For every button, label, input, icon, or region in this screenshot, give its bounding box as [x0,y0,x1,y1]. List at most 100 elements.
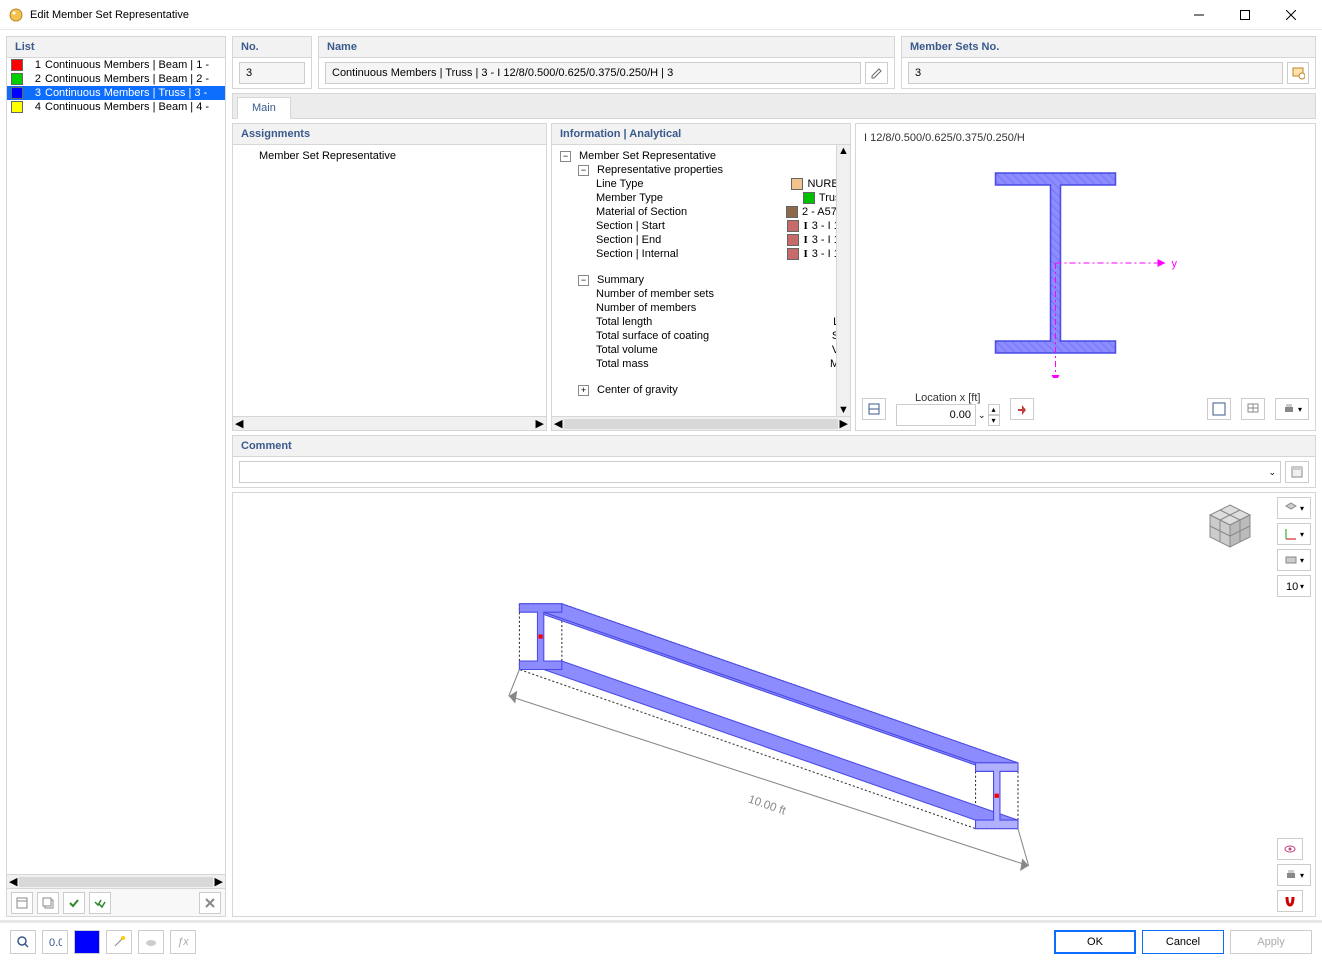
info-panel: Information | Analytical −Member Set Rep… [551,123,851,431]
search-button[interactable] [10,930,36,954]
section-print-button[interactable]: ▾ [1275,398,1309,420]
scroll-right-icon[interactable]: ▶ [215,875,223,888]
comment-combo[interactable]: ⌄ [239,461,1281,483]
tree-row[interactable]: Total volumeVΣ [556,343,846,357]
viewer-eye-button[interactable] [1277,838,1303,860]
list-copy-button[interactable] [37,892,59,914]
tree-row[interactable]: Section | StartI3 - I 12 [556,219,846,233]
list-item-number: 1 [27,59,41,71]
tree-row[interactable]: Number of members [556,301,846,315]
list-new-button[interactable] [11,892,33,914]
assignments-root[interactable]: Member Set Representative [237,149,542,163]
location-label: Location x [ft] [896,392,1000,404]
name-field-group: Name [318,36,895,89]
units-button[interactable]: 0.00 [42,930,68,954]
comment-library-button[interactable] [1285,461,1309,483]
list-item-label: Continuous Members | Beam | 2 - [45,73,209,85]
assignments-scrollbar[interactable]: ◀▶ [233,416,546,430]
tree-row[interactable]: Total lengthLΣ [556,315,846,329]
tree-row[interactable]: Total surface of coatingSΣ [556,329,846,343]
viewer-render-button[interactable]: ▾ [1277,549,1311,571]
list-body: 1 Continuous Members | Beam | 1 - 2 Cont… [7,58,225,874]
tree-row[interactable]: −Summary [556,273,846,287]
section-label: I 12/8/0.500/0.625/0.375/0.250/H [864,132,1307,144]
tree-row[interactable]: Line TypeNURBS [556,177,846,191]
color-swatch [11,73,23,85]
location-stepper[interactable]: ▴▾ [988,404,1000,426]
name-edit-button[interactable] [865,62,888,84]
collapse-icon[interactable]: − [578,275,589,286]
minimize-button[interactable] [1176,0,1222,30]
scroll-left-icon[interactable]: ◀ [9,875,17,888]
list-item-label: Continuous Members | Beam | 1 - [45,59,209,71]
member-sets-pick-button[interactable] [1287,62,1310,84]
apply-button[interactable]: Apply [1230,930,1312,954]
list-item[interactable]: 2 Continuous Members | Beam | 2 - [7,72,225,86]
tree-row[interactable]: −Representative properties [556,163,846,177]
member-sets-label: Member Sets No. [902,37,1315,58]
viewer-display-button[interactable]: ▾ [1277,497,1311,519]
assignments-header: Assignments [233,124,546,145]
list-item-number: 2 [27,73,41,85]
tree-row[interactable]: −Member Set Representative [556,149,846,163]
svg-text:y: y [1172,258,1178,270]
viewer-print-button[interactable]: ▾ [1277,864,1311,886]
list-h-scrollbar[interactable]: ◀ ▶ [7,874,225,888]
viewer-3d[interactable]: 10.00 ft ▾ ▾ ▾ 10▾ [232,492,1316,917]
info-header: Information | Analytical [552,124,850,145]
list-toolbar [7,888,225,916]
comment-header: Comment [233,436,1315,457]
info-scrollbar[interactable]: ◀▶ [552,416,850,430]
tree-row[interactable]: Section | InternalI3 - I 12 [556,247,846,261]
location-dropdown[interactable]: ⌄ [978,410,986,421]
tab-main[interactable]: Main [237,97,291,119]
color-button[interactable] [74,930,100,954]
member-sets-field-group: Member Sets No. [901,36,1316,89]
viewer-scale-button[interactable]: 10▾ [1277,575,1311,597]
section-apply-button[interactable] [1010,398,1034,420]
viewer-axes-button[interactable]: ▾ [1277,523,1311,545]
wizard-button[interactable] [106,930,132,954]
no-input[interactable] [239,62,305,84]
tree-row[interactable]: Member TypeTruss [556,191,846,205]
collapse-icon[interactable]: − [578,165,589,176]
close-button[interactable] [1268,0,1314,30]
maximize-button[interactable] [1222,0,1268,30]
orientation-cube[interactable] [1205,501,1255,551]
list-check-all-button[interactable] [89,892,111,914]
section-left-tool[interactable] [862,398,886,420]
tree-row[interactable]: Material of Section2 - A572, [556,205,846,219]
titlebar: Edit Member Set Representative [0,0,1322,30]
tree-row[interactable]: +Center of gravity [556,383,846,397]
list-item[interactable]: 3 Continuous Members | Truss | 3 - [7,86,225,100]
location-input[interactable] [896,404,976,426]
scroll-thumb[interactable] [19,877,212,887]
list-check-button[interactable] [63,892,85,914]
name-label: Name [319,37,894,58]
list-delete-button[interactable] [199,892,221,914]
color-swatch [11,87,23,99]
section-view-button[interactable] [1207,398,1231,420]
fx-button[interactable]: ƒx [170,930,196,954]
list-item[interactable]: 4 Continuous Members | Beam | 4 - [7,100,225,114]
tree-row[interactable]: Number of member sets [556,287,846,301]
collapse-icon[interactable]: − [560,151,571,162]
section-preview-panel: I 12/8/0.500/0.625/0.375/0.250/H y z Loc… [855,123,1316,431]
ok-button[interactable]: OK [1054,930,1136,954]
section-grid-button[interactable] [1241,398,1265,420]
comment-panel: Comment ⌄ [232,435,1316,488]
bottom-toolbar: 0.00 ƒx OK Cancel Apply [0,920,1322,960]
expand-icon[interactable]: + [578,385,589,396]
tree-row[interactable]: Total massMΣ [556,357,846,371]
viewer-magnet-button[interactable] [1277,890,1303,912]
tree-row[interactable]: Section | EndI3 - I 12 [556,233,846,247]
cancel-button[interactable]: Cancel [1142,930,1224,954]
name-input[interactable] [325,62,861,84]
list-item[interactable]: 1 Continuous Members | Beam | 1 - [7,58,225,72]
assignments-panel: Assignments Member Set Representative ◀▶ [232,123,547,431]
info-v-scrollbar[interactable]: ▲▼ [836,145,850,416]
cloud-button[interactable] [138,930,164,954]
member-sets-input[interactable] [908,62,1283,84]
no-field-group: No. [232,36,312,89]
app-icon [8,7,24,23]
